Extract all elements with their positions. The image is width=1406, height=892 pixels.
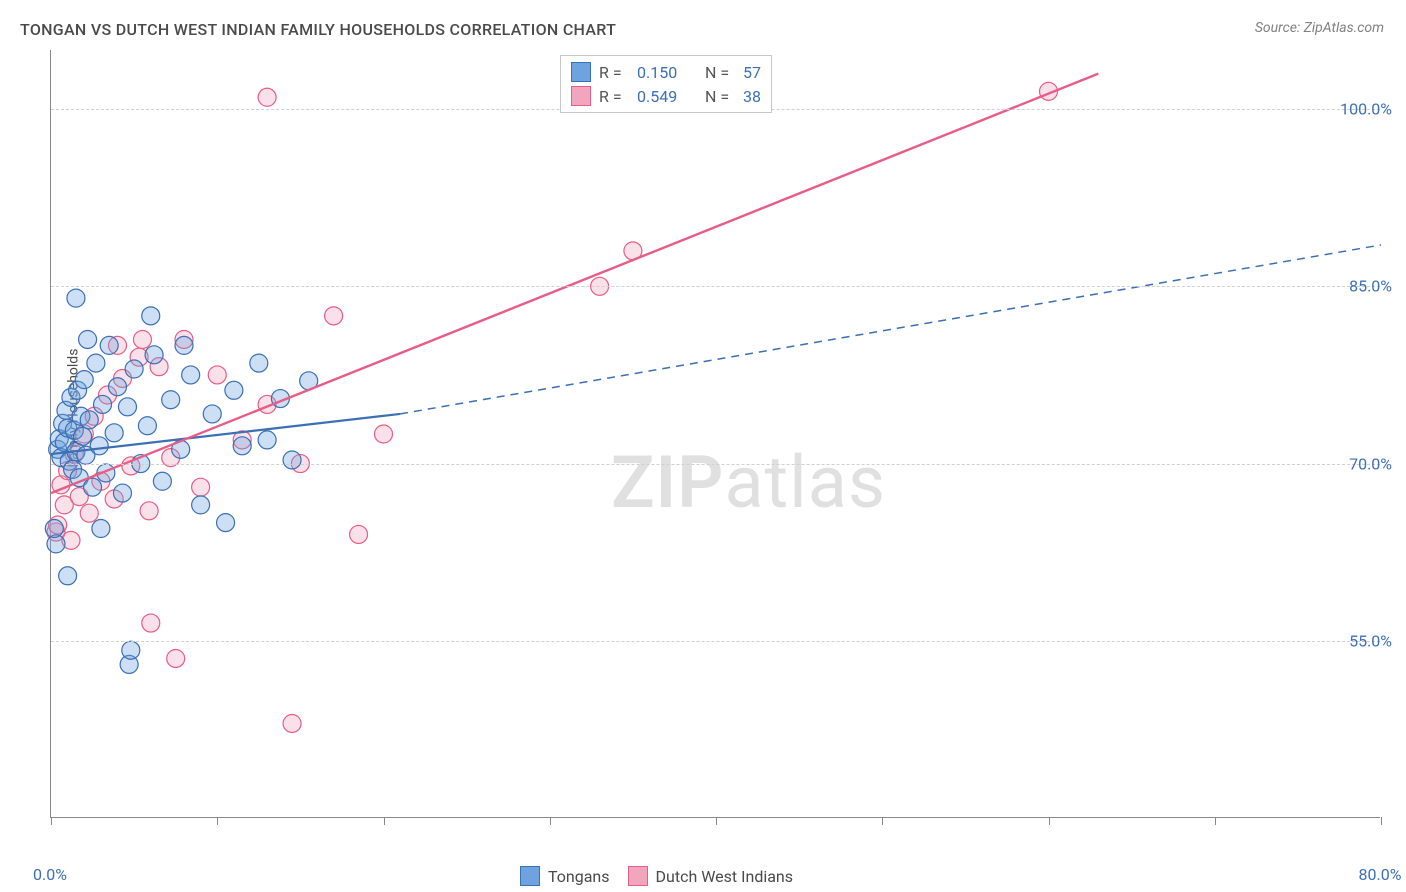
- swatch-tongans: [520, 866, 540, 886]
- n-value-tongans: 57: [743, 63, 761, 82]
- r-value-tongans: 0.150: [637, 63, 697, 82]
- legend-row-tongans: R = 0.150 N = 57: [571, 60, 761, 84]
- legend-label-dwi: Dutch West Indians: [656, 867, 794, 886]
- r-label: R =: [599, 87, 629, 106]
- chart-title: TONGAN VS DUTCH WEST INDIAN FAMILY HOUSE…: [20, 20, 616, 39]
- n-label: N =: [705, 63, 735, 82]
- swatch-tongans: [571, 62, 591, 82]
- legend-series: Tongans Dutch West Indians: [520, 866, 793, 886]
- chart-svg: [51, 50, 1380, 817]
- legend-correlation: R = 0.150 N = 57 R = 0.549 N = 38: [560, 55, 772, 113]
- legend-item-tongans: Tongans: [520, 866, 610, 886]
- y-tick-label: 85.0%: [1349, 277, 1392, 296]
- swatch-dwi: [628, 866, 648, 886]
- plot-area: ZIPatlas: [50, 50, 1380, 818]
- legend-item-dwi: Dutch West Indians: [628, 866, 794, 886]
- r-value-dwi: 0.549: [637, 87, 697, 106]
- source-name: ZipAtlas.com: [1304, 20, 1384, 36]
- y-tick-label: 70.0%: [1349, 454, 1392, 473]
- n-value-dwi: 38: [743, 87, 761, 106]
- y-tick-label: 100.0%: [1340, 100, 1392, 119]
- n-label: N =: [705, 87, 735, 106]
- y-tick-label: 55.0%: [1349, 631, 1392, 650]
- source-attribution: Source: ZipAtlas.com: [1255, 20, 1384, 36]
- legend-row-dwi: R = 0.549 N = 38: [571, 84, 761, 108]
- x-tick-label: 80.0%: [1359, 865, 1402, 884]
- swatch-dwi: [571, 86, 591, 106]
- x-tick-label: 0.0%: [33, 865, 67, 884]
- legend-label-tongans: Tongans: [548, 867, 610, 886]
- source-prefix: Source:: [1255, 20, 1304, 36]
- r-label: R =: [599, 63, 629, 82]
